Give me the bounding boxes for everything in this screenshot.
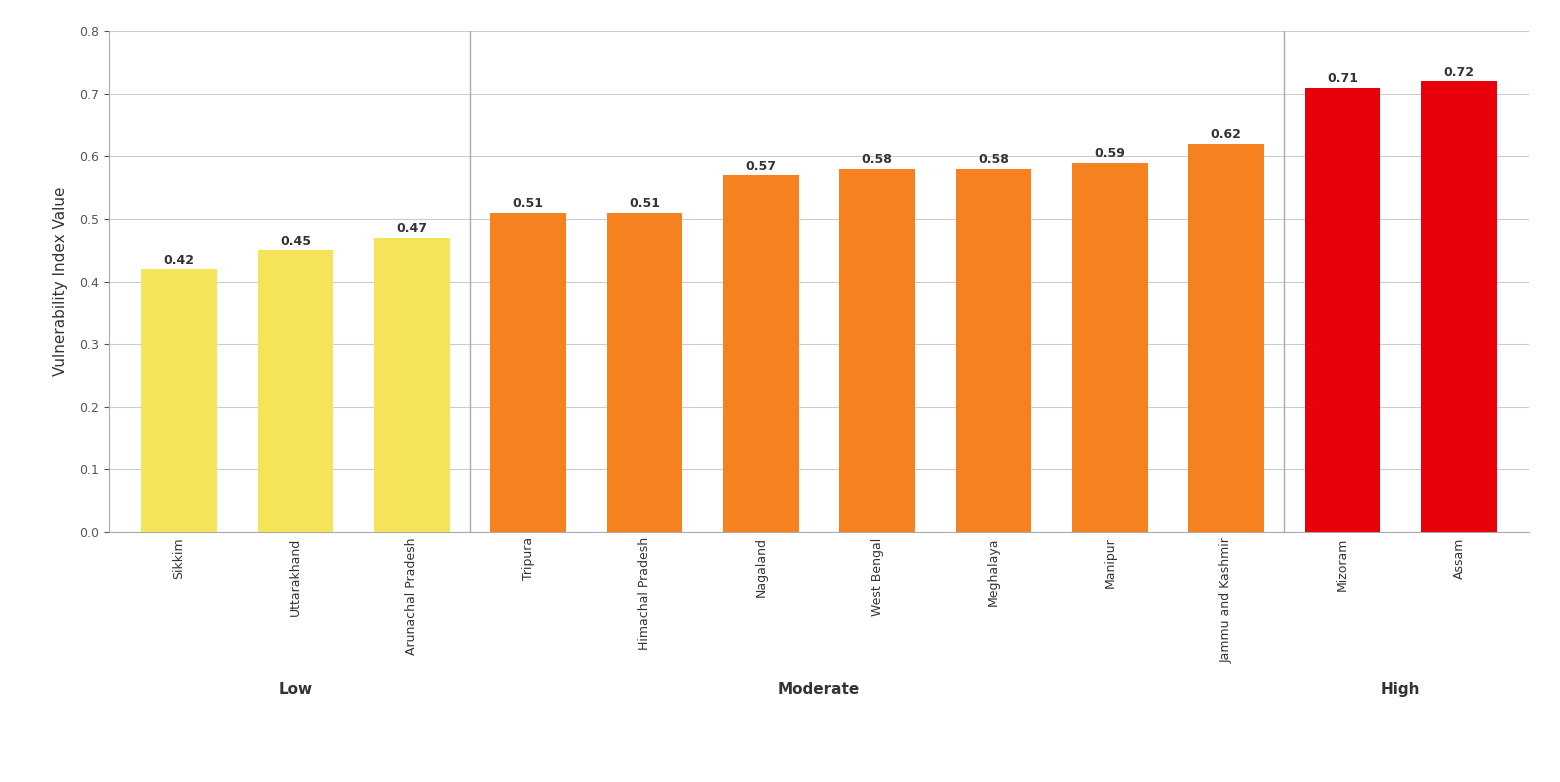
Bar [374, 238, 449, 532]
Text: 0.72: 0.72 [1443, 66, 1474, 79]
Text: 0.59: 0.59 [1095, 147, 1125, 160]
Bar [1304, 88, 1381, 532]
Bar [607, 213, 682, 532]
Bar [257, 250, 334, 532]
Text: Moderate: Moderate [778, 682, 860, 697]
Text: High: High [1381, 682, 1421, 697]
Text: 0.47: 0.47 [396, 222, 427, 235]
Text: 0.58: 0.58 [978, 153, 1009, 167]
Text: 0.57: 0.57 [746, 160, 777, 173]
Y-axis label: Vulnerability Index Value: Vulnerability Index Value [53, 187, 69, 376]
Bar [722, 175, 799, 532]
Text: 0.62: 0.62 [1211, 128, 1242, 142]
Text: 0.51: 0.51 [513, 197, 543, 210]
Text: 0.42: 0.42 [164, 253, 195, 267]
Bar [490, 213, 566, 532]
Bar [142, 269, 217, 532]
Text: 0.58: 0.58 [861, 153, 892, 167]
Bar [839, 169, 916, 532]
Text: 0.71: 0.71 [1328, 72, 1359, 85]
Text: Low: Low [278, 682, 312, 697]
Text: 0.51: 0.51 [629, 197, 660, 210]
Bar [1189, 144, 1264, 532]
Bar [1072, 163, 1148, 532]
Bar [1421, 81, 1496, 532]
Text: 0.45: 0.45 [279, 235, 310, 248]
Bar [956, 169, 1031, 532]
